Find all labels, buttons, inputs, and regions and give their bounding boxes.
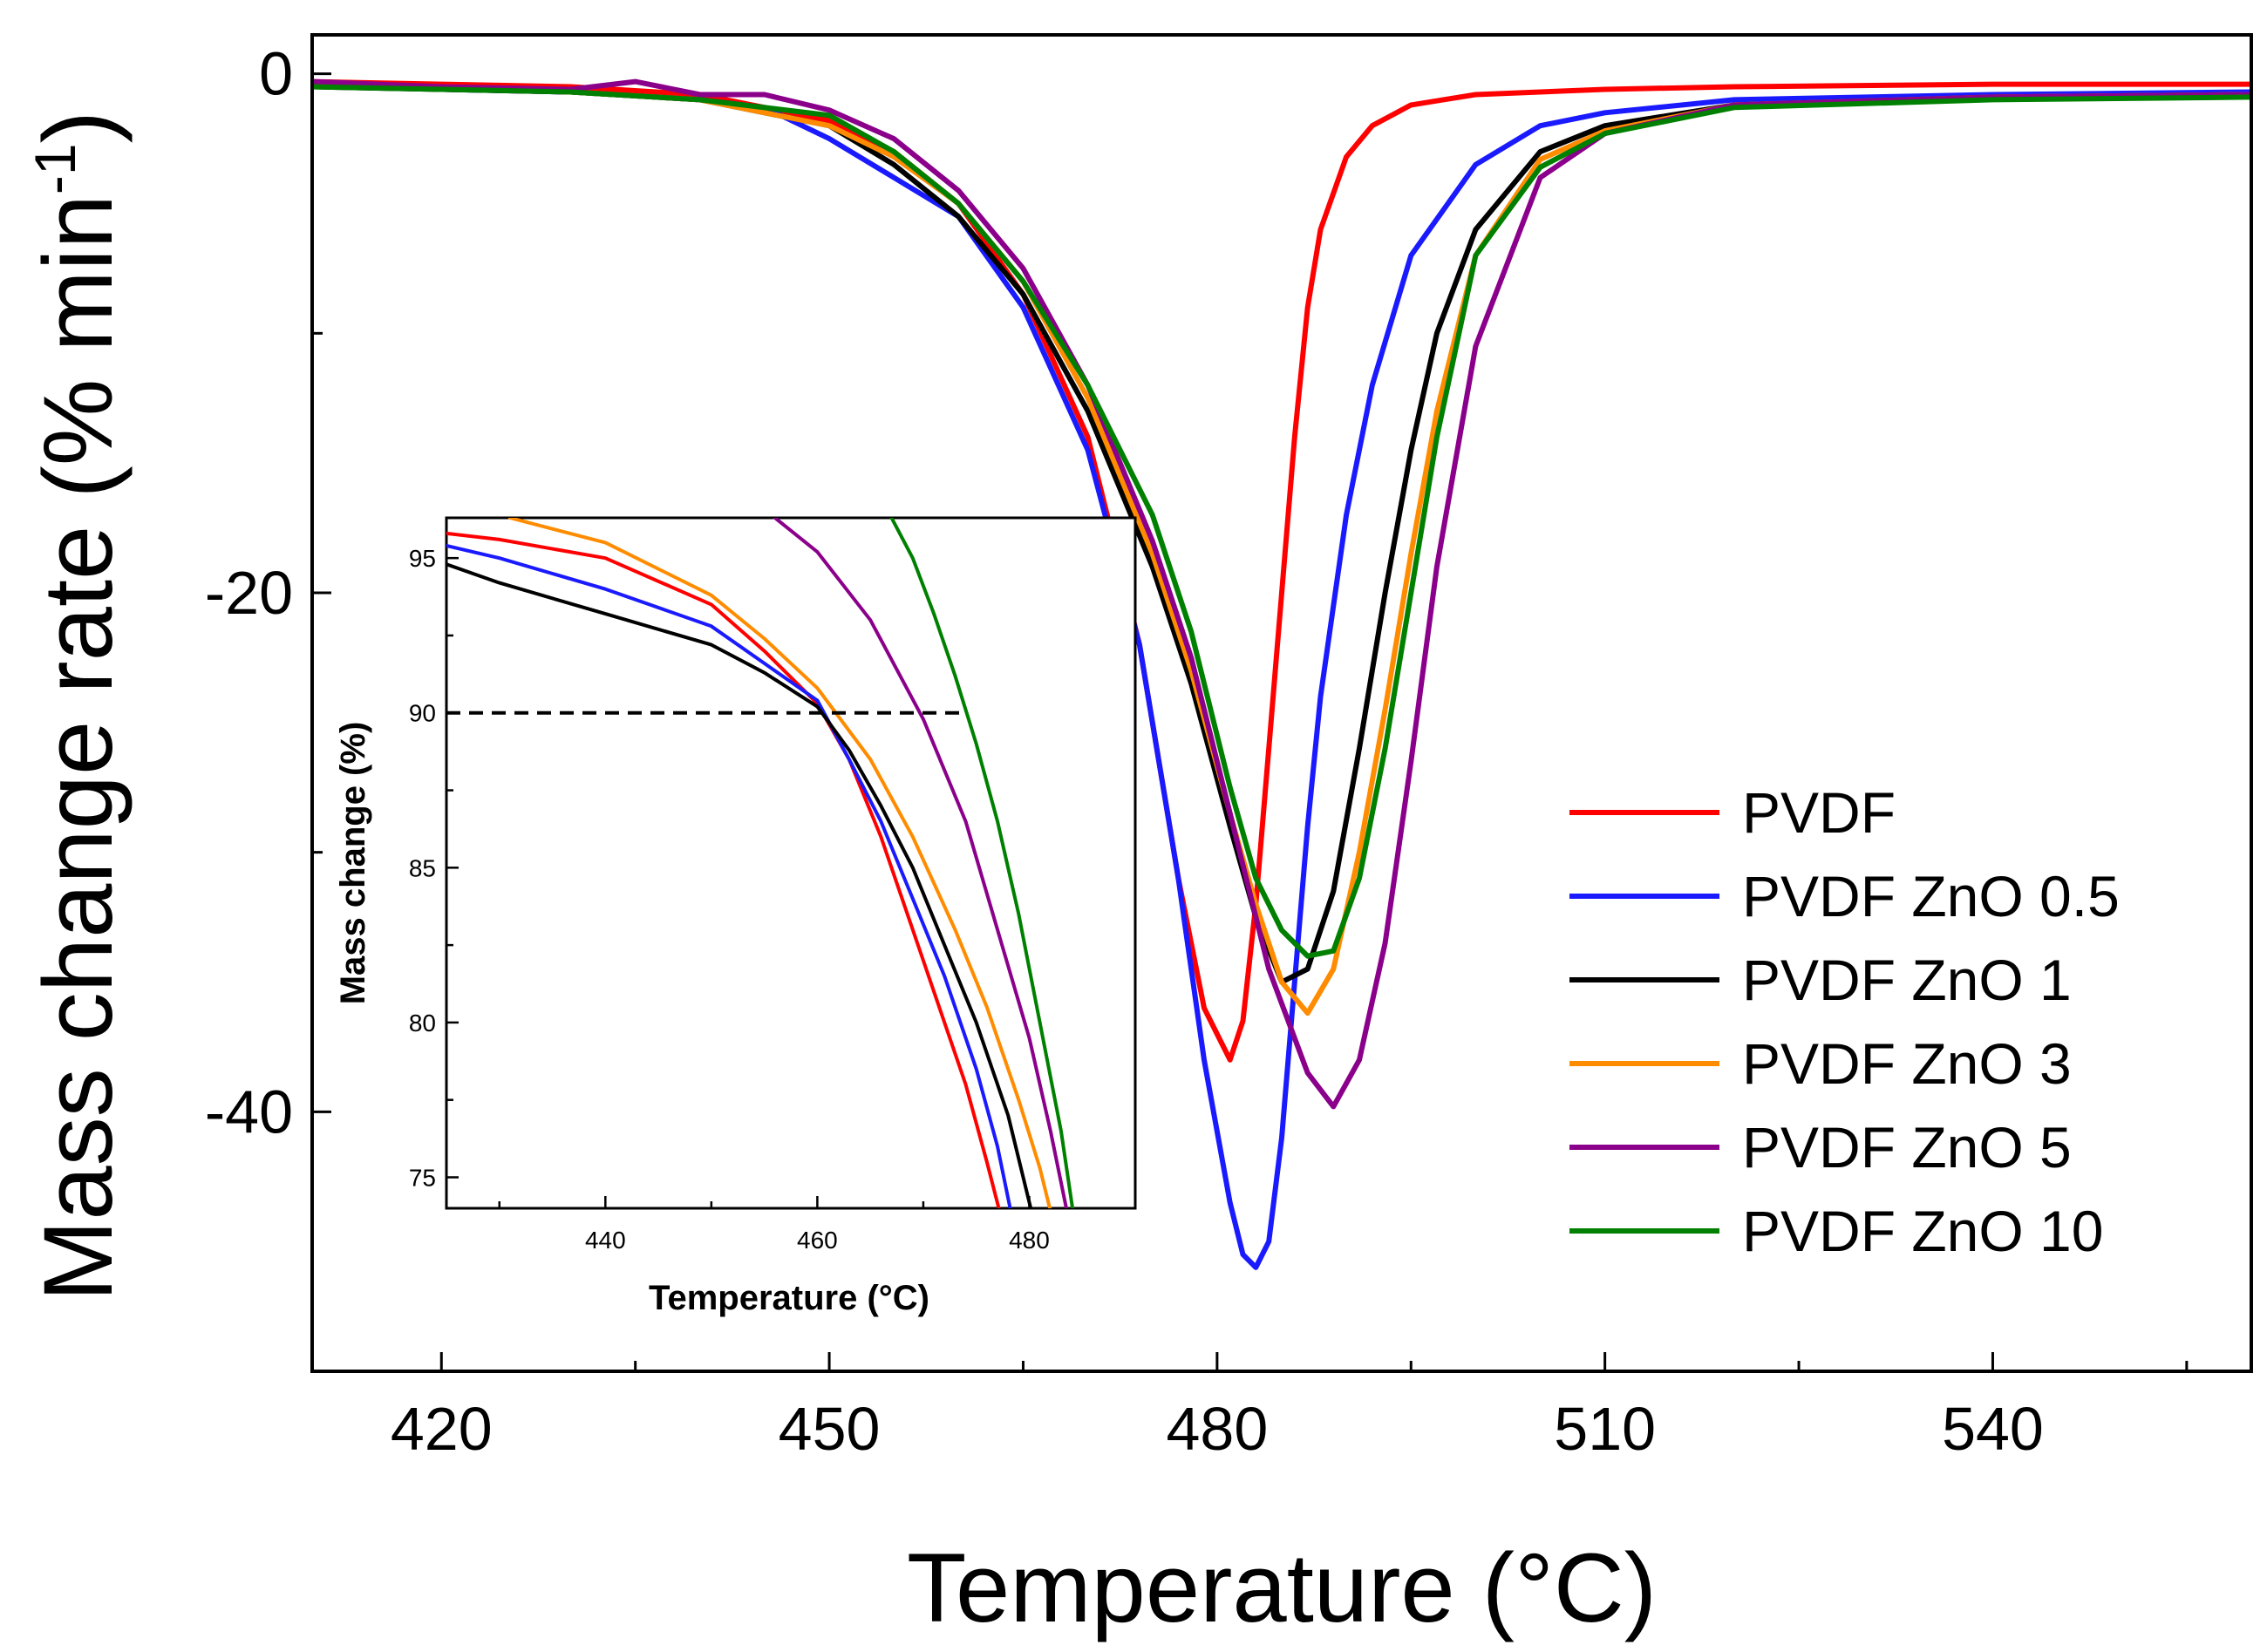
main-axes: 420 450 480 510 540 0 -20 -40 [205,40,2189,1463]
main-x-tick-label-450: 450 [779,1395,881,1463]
main-x-tick-label-510: 510 [1554,1395,1656,1463]
inset-y-tick-label-85: 85 [409,854,436,881]
inset-x-tick-label-480: 480 [1009,1227,1050,1254]
inset-series-group [446,518,1075,1208]
main-x-axis-title: Temperature (°C) [907,1533,1657,1642]
inset-x-tick-label-440: 440 [585,1227,626,1254]
inset-series-pvdf-zno-3 [507,518,1052,1208]
main-series-pvdf-zno-3 [312,81,2251,1016]
inset-y-axis-title: Mass change (%) [334,722,372,1005]
inset-frame [445,516,1137,1210]
inset-y-tick-label-95: 95 [409,545,436,572]
legend-label-pvdf-zno-10: PVDF ZnO 10 [1742,1199,2103,1263]
main-y-axis-title-sup: -1 [23,143,87,194]
legend-label-pvdf-zno-5: PVDF ZnO 5 [1742,1115,2072,1180]
inset-series-pvdf-zno-5 [773,518,1069,1208]
legend-label-pvdf: PVDF [1742,780,1896,845]
legend-label-pvdf-zno-0-5: PVDF ZnO 0.5 [1742,864,2120,928]
main-x-tick-label-420: 420 [391,1395,493,1463]
main-y-tick-label--40: -40 [205,1078,293,1146]
legend-label-pvdf-zno-3: PVDF ZnO 3 [1742,1031,2072,1096]
inset-axes: 440 460 480 75 80 85 90 95 [409,545,1137,1254]
inset-y-tick-label-90: 90 [409,700,436,727]
inset-x-axis-title: Temperature (°C) [649,1279,929,1317]
legend: PVDF PVDF ZnO 0.5 PVDF ZnO 1 PVDF ZnO 3 PVDF… [1569,780,2120,1263]
main-x-tick-label-540: 540 [1942,1395,2044,1463]
main-y-axis-title-close: ) [24,111,133,143]
main-plot-frame [310,33,2253,1373]
inset-series-pvdf-zno-0-5 [446,544,1012,1208]
inset-x-tick-label-460: 460 [797,1227,838,1254]
inset-y-tick-label-75: 75 [409,1164,436,1191]
main-x-tick-label-480: 480 [1166,1395,1268,1463]
main-series-group [312,78,2251,1270]
inset-y-tick-label-80: 80 [409,1010,436,1037]
main-y-tick-label-0: 0 [259,40,293,108]
main-y-axis-title: Mass change rate (% min-1) [23,111,133,1302]
legend-label-pvdf-zno-1: PVDF ZnO 1 [1742,948,2072,1012]
main-series-pvdf-zno-10 [312,84,2251,959]
inset-series-pvdf-zno-1 [446,562,1033,1208]
inset-series-pvdf-zno-10 [889,518,1075,1208]
main-series-pvdf-zno-0-5 [312,81,2251,1270]
main-series-pvdf-zno-5 [312,78,2251,1110]
main-y-axis-title-text: Mass change rate (% min [24,194,133,1302]
main-y-tick-label--20: -20 [205,559,293,627]
